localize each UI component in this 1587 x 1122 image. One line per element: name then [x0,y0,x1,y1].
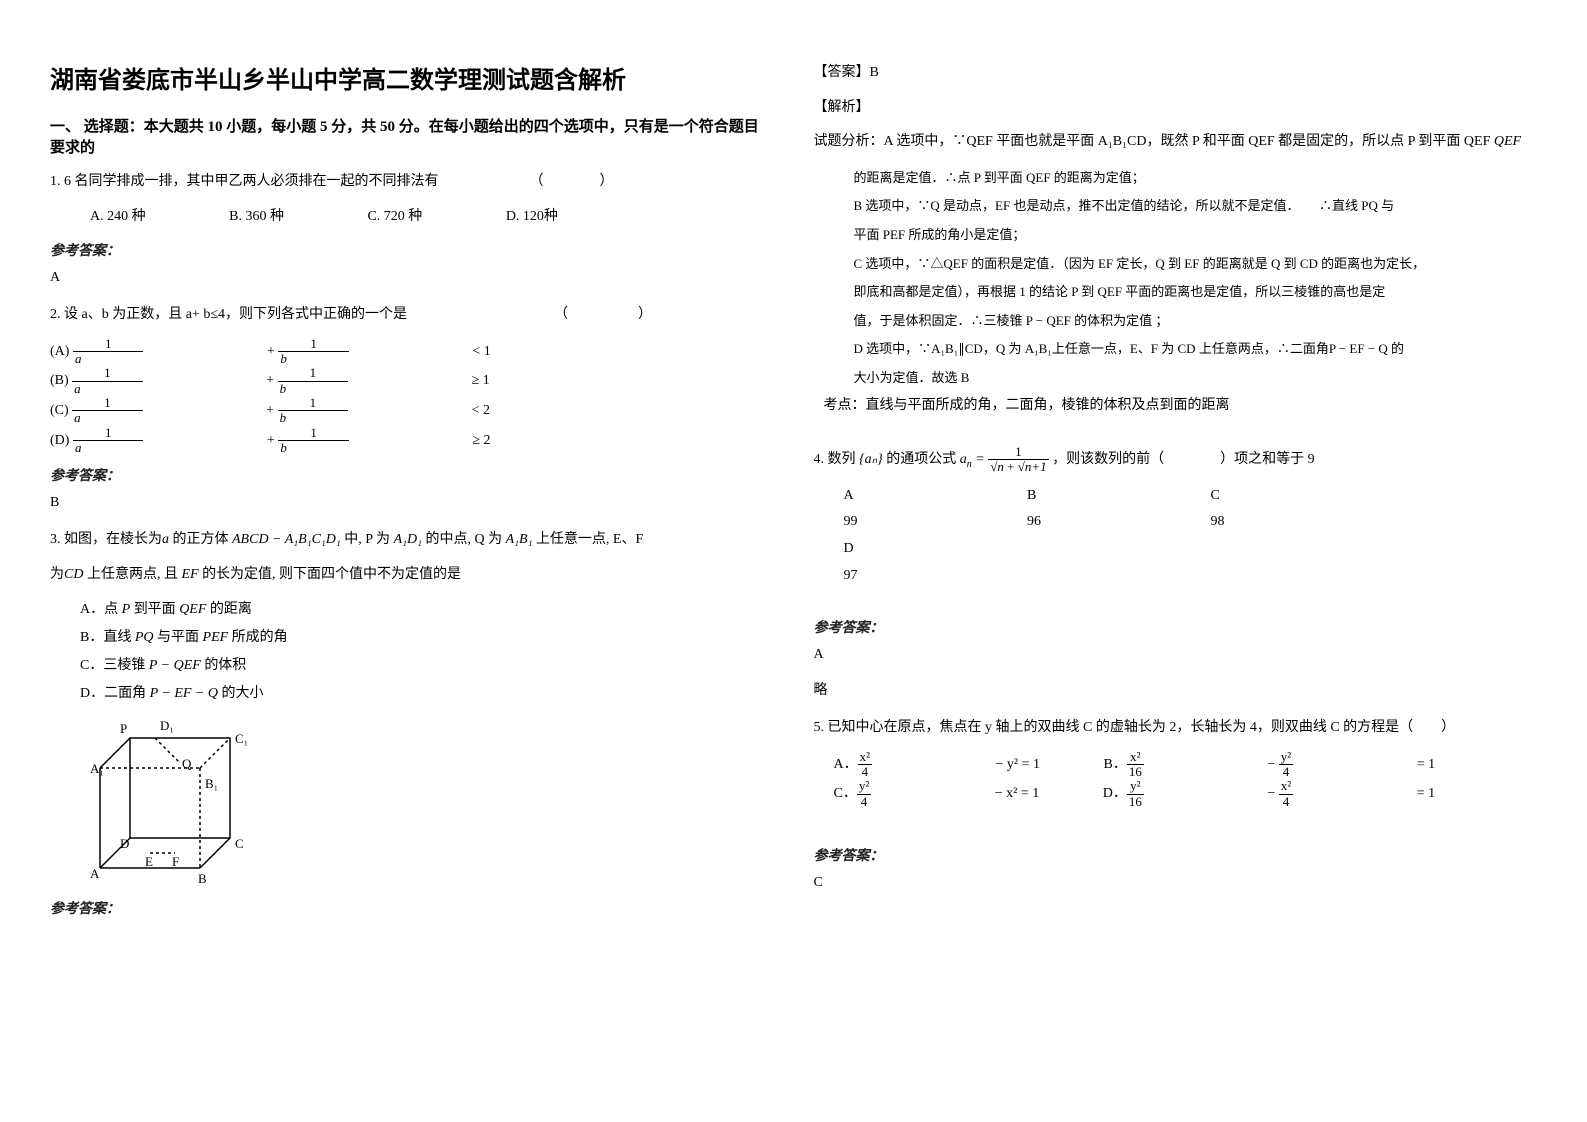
q5-opt-c: C．y²4 − x² = 1 [834,779,1040,809]
q5-opt-b: B．x²16 − y²4 = 1 [1104,750,1436,780]
q3-expl-l2-text: 的距离是定值．∴点 P 到平面 QEF 的距离为定值； [854,170,1145,185]
svg-text:D: D [120,836,129,851]
q3-ad1: A₁D₁ [394,532,422,547]
q3-expl-l4: 平面 PEF 所成的角小是定值； [854,221,1538,250]
svg-text:D₁: D₁ [160,718,174,733]
svg-text:F: F [172,854,179,869]
svg-text:A: A [90,866,100,881]
q3-expl-l3a: B 选项中，∵Q 是动点，EF 也是动点，推不出定值的结论，所以就不是定值． [854,198,1293,213]
q1-stem: 1. 6 名同学排成一排，其中甲乙两人必须排在一起的不同排法有 （ ） [50,169,774,196]
q1-options: A. 240 种 B. 360 种 C. 720 种 D. 120种 [90,204,774,231]
section-1-head: 一、 选择题：本大题共 10 小题，每小题 5 分，共 50 分。在每小题给出的… [50,115,774,157]
svg-text:C: C [235,836,244,851]
q2-opt-c: (C) 1a + 1b < 2 [50,396,490,426]
svg-text:B₁: B₁ [205,776,218,791]
q3-expl-l1-text: 试题分析：A 选项中，∵QEF 平面也就是平面 A₁B₁CD，既然 P 和平面 … [814,134,1491,149]
q3-stem-mid3: 的中点, Q 为 [422,532,506,547]
svg-text:P: P [120,721,127,736]
q2-options: (A) 1a + 1b < 1 (B) 1a + 1b ≥ 1 (C) 1a +… [50,337,774,455]
q2-ans: B [50,495,774,511]
q4-options-2: D 97 [844,536,1538,589]
q4-stem: 4. 数列 {aₙ} 的通项公式 an = 1√n + √n+1 ，则该数列的前… [814,445,1538,475]
q3-opt-c: C．三棱锥 P − QEF 的体积 [80,652,774,680]
svg-text:Q: Q [182,756,192,771]
q4-an: {aₙ} [859,452,883,467]
q3-stem-mid1: 的正方体 [169,532,232,547]
q3-opt-d: D．二面角 P − EF − Q 的大小 [80,680,774,708]
q4-opt-b: B 96 [1027,483,1207,536]
q3-expl-l8: D 选项中，∵A₁B₁∥CD，Q 为 A₁B₁上任意一点，E、F 为 CD 上任… [854,335,1538,364]
q3-l2-mid: 上任意两点, 且 [83,567,181,582]
q5-opt-d: D．y²16 − x²4 = 1 [1103,779,1435,809]
q1-opt-c: C. 720 种 [367,204,422,231]
q3-expl-l2: 的距离是定值．∴点 P 到平面 QEF 的距离为定值； [854,164,1538,193]
q3-expl-l3: B 选项中，∵Q 是动点，EF 也是动点，推不出定值的结论，所以就不是定值． ∴… [854,192,1538,221]
cube-diagram: A₁ A P D₁ C₁ Q B₁ D E F C B [70,718,250,888]
q4-ans-label: 参考答案： [814,617,1538,637]
q3-l2-end: 的长为定值, 则下面四个值中不为定值的是 [199,567,462,582]
q5-stem: 5. 已知中心在原点，焦点在 y 轴上的双曲线 C 的虚轴长为 2，长轴长为 4… [814,715,1538,742]
right-column: 【答案】B 【解析】 试题分析：A 选项中，∵QEF 平面也就是平面 A₁B₁C… [814,60,1538,1062]
q3-expl-l1: 试题分析：A 选项中，∵QEF 平面也就是平面 A₁B₁CD，既然 P 和平面 … [814,129,1538,156]
svg-text:C₁: C₁ [235,731,248,746]
q3-expl-l6: 即底和高都是定值），再根据 1 的结论 P 到 QEF 平面的距离也是定值，所以… [854,278,1538,307]
page-title: 湖南省娄底市半山乡半山中学高二数学理测试题含解析 [50,60,774,95]
q4-ans: A [814,647,1538,663]
q4-extra: 略 [814,679,1538,699]
q2-opt-d: (D) 1a + 1b ≥ 2 [50,426,491,456]
q3-ans-label: 参考答案： [50,898,774,918]
q3-stem-line1: 3. 如图，在棱长为a 的正方体 ABCD − A₁B₁C₁D₁ 中, P 为 … [50,527,774,554]
q1-opt-b: B. 360 种 [229,204,284,231]
q3-expl-l3b: ∴直线 PQ 与 [1319,198,1394,213]
q3-ab1: A₁B₁ [506,532,533,547]
q3-stem-prefix: 3. 如图，在棱长为 [50,532,162,547]
q5-ans: C [814,875,1538,891]
q5-opt-a: A．x²4 − y² = 1 [834,750,1041,780]
left-column: 湖南省娄底市半山乡半山中学高二数学理测试题含解析 一、 选择题：本大题共 10 … [50,60,774,1062]
q3-opt-a: A．点 P 到平面 QEF 的距离 [80,596,774,624]
q3-stem-mid4: 上任意一点, E、F [532,532,643,547]
q1-ans: A [50,270,774,286]
q5-ans-label: 参考答案： [814,845,1538,865]
q4-end: ，则该数列的前（ ）项之和等于 9 [1052,452,1315,467]
q3-l2-pre: 为 [50,567,64,582]
q1-opt-d: D. 120种 [506,204,558,231]
q3-expl-head: 【解析】 [814,95,1538,122]
svg-text:E: E [145,854,153,869]
q3-expl-block: 的距离是定值．∴点 P 到平面 QEF 的距离为定值； B 选项中，∵Q 是动点… [854,164,1538,393]
q4-opt-d: D 97 [844,536,1024,589]
q3-kaodian: 考点：直线与平面所成的角，二面角，棱锥的体积及点到面的距离 [824,393,1538,420]
q1-ans-label: 参考答案： [50,240,774,260]
q4-formula: an = [960,452,988,467]
q4-pre: 4. 数列 [814,452,856,467]
q4-mid: 的通项公式 [886,452,956,467]
q2-stem: 2. 设 a、b 为正数，且 a+ b≤4，则下列各式中正确的一个是 （ ） [50,302,774,329]
q2-ans-label: 参考答案： [50,465,774,485]
q3-cd: CD [64,567,83,582]
q3-stem-line2: 为CD 上任意两点, 且 EF 的长为定值, 则下面四个值中不为定值的是 [50,562,774,589]
q4-opt-a: A 99 [844,483,1024,536]
q4-opt-c: C 98 [1211,483,1391,536]
q3-expl-l7: 值，于是体积固定．∴三棱锥 P − QEF 的体积为定值 ； [854,307,1538,336]
q3-ef: EF [181,567,198,582]
q3-abcd: ABCD − A₁B₁C₁D₁ [232,532,341,547]
svg-text:B: B [198,871,207,886]
q3-expl-l9: 大小为定值．故选 B [854,364,1538,393]
q2-opt-a: (A) 1a + 1b < 1 [50,337,491,367]
q1-opt-a: A. 240 种 [90,204,146,231]
q3-expl-l5: C 选项中，∵△QEF 的面积是定值．（因为 EF 定长，Q 到 EF 的距离就… [854,250,1538,279]
svg-text:A₁: A₁ [90,761,104,776]
q5-options: A．x²4 − y² = 1 B．x²16 − y²4 = 1 C．y²4 − … [834,750,1538,809]
q4-options: A 99 B 96 C 98 [844,483,1538,536]
q3-opt-b: B．直线 PQ 与平面 PEF 所成的角 [80,624,774,652]
q2-opt-b: (B) 1a + 1b ≥ 1 [50,366,490,396]
q3-stem-mid2: 中, P 为 [341,532,394,547]
q3-answer-head: 【答案】B [814,60,1538,87]
